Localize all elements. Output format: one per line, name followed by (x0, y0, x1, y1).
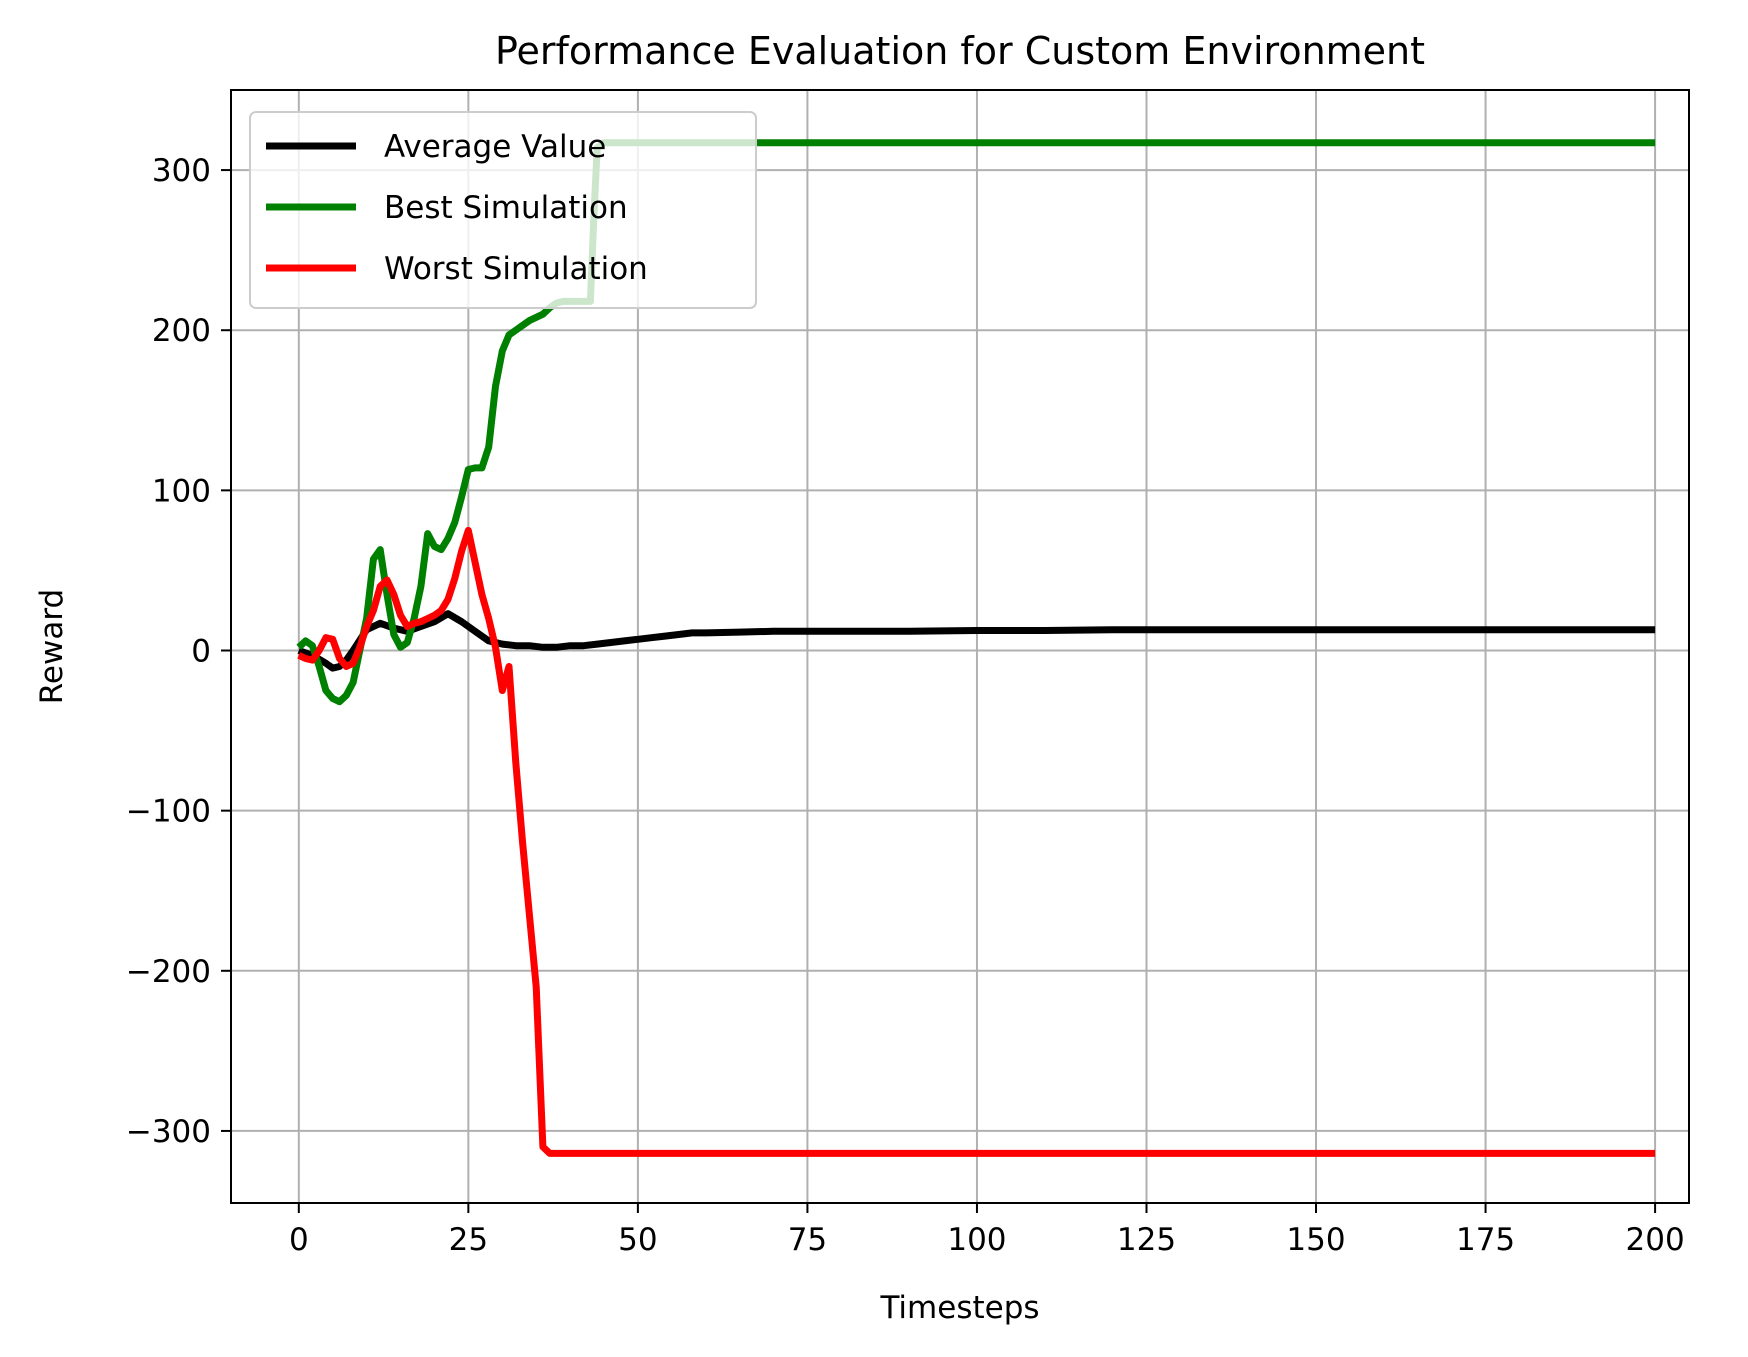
tick-layer: 0 25 50 75 100 125 150 175 200 −300 −200 −100 0 100 20… (126, 153, 1685, 1258)
x-tick-label: 150 (1286, 1222, 1345, 1258)
x-tick-label: 25 (449, 1222, 488, 1258)
y-tick-label: 200 (152, 313, 211, 349)
x-tick-label: 200 (1626, 1222, 1685, 1258)
y-tick-label: 0 (191, 634, 211, 670)
chart-title: Performance Evaluation for Custom Enviro… (495, 29, 1425, 73)
y-axis-title: Reward (34, 589, 70, 704)
grid-layer (231, 90, 1689, 1203)
x-tick-label: 175 (1456, 1222, 1515, 1258)
y-tick-label: 100 (152, 473, 211, 509)
legend-label-best-simulation: Best Simulation (384, 190, 628, 226)
legend-label-worst-simulation: Worst Simulation (384, 251, 648, 287)
x-axis-title: Timesteps (879, 1290, 1039, 1326)
legend: Average Value Best Simulation Worst Simula… (249, 111, 757, 309)
y-tick-label: −300 (126, 1114, 211, 1150)
series-line-average-value (297, 610, 1656, 672)
y-tick-label: −200 (126, 954, 211, 990)
legend-box (249, 111, 757, 309)
x-tick-label: 125 (1117, 1222, 1176, 1258)
plot-frame (230, 89, 1690, 1204)
x-tick-label: 0 (289, 1222, 309, 1258)
legend-label-average-value: Average Value (384, 129, 606, 165)
x-tick-label: 100 (947, 1222, 1006, 1258)
y-tick-label: 300 (152, 153, 211, 189)
x-tick-label: 75 (788, 1222, 827, 1258)
y-tick-label: −100 (126, 794, 211, 830)
x-tick-label: 50 (618, 1222, 657, 1258)
series-line-worst-simulation (297, 526, 1656, 1157)
